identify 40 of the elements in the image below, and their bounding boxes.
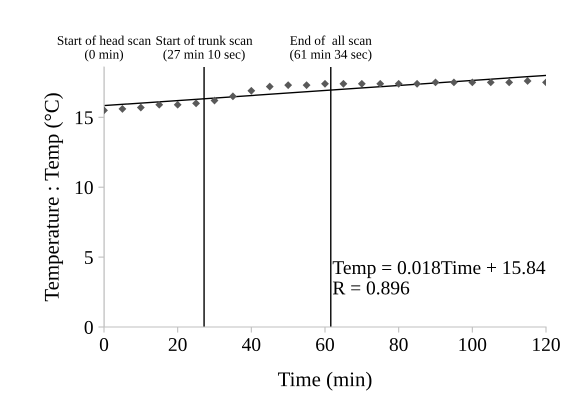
- x-tick-label: 100: [459, 338, 486, 352]
- ref-line-label: Start of head scan (0 min): [58, 36, 151, 62]
- point: [432, 78, 440, 86]
- x-tick-label: 120: [533, 338, 560, 352]
- x-tick-label: 40: [242, 338, 260, 352]
- y-tick-label: 5: [84, 251, 93, 264]
- point: [376, 80, 384, 88]
- point: [486, 78, 495, 86]
- point: [450, 78, 458, 86]
- point: [339, 80, 348, 88]
- point: [192, 99, 200, 108]
- point: [228, 92, 237, 100]
- point: [321, 80, 329, 88]
- ref-line-label: Start of trunk scan (27 min 10 sec): [156, 36, 252, 62]
- point: [284, 81, 292, 90]
- ref-line-label: End of all scan (61 min 34 sec): [290, 36, 372, 62]
- point: [174, 100, 182, 109]
- point: [247, 86, 256, 95]
- point: [468, 78, 476, 86]
- x-tick-label: 0: [100, 338, 108, 352]
- point: [394, 80, 403, 88]
- point: [524, 77, 532, 85]
- point: [210, 96, 218, 104]
- y-axis-title: Temperature : Temp (°C): [44, 93, 64, 302]
- point: [118, 105, 126, 113]
- point: [413, 80, 422, 88]
- point: [358, 80, 366, 88]
- x-axis-title: Time (min): [278, 372, 372, 391]
- y-tick-label: 10: [76, 181, 93, 194]
- point: [155, 100, 164, 109]
- y-tick-label: 15: [76, 111, 93, 124]
- point: [302, 81, 311, 90]
- point: [136, 104, 145, 112]
- annotation: Temp = 0.018Time + 15.84 R = 0.896: [332, 261, 546, 295]
- x-tick-label: 80: [390, 338, 408, 352]
- x-tick-label: 20: [168, 338, 187, 352]
- point: [505, 78, 514, 86]
- point: [266, 82, 274, 90]
- x-tick-label: 60: [316, 338, 334, 352]
- y-tick-label: 0: [84, 320, 93, 334]
